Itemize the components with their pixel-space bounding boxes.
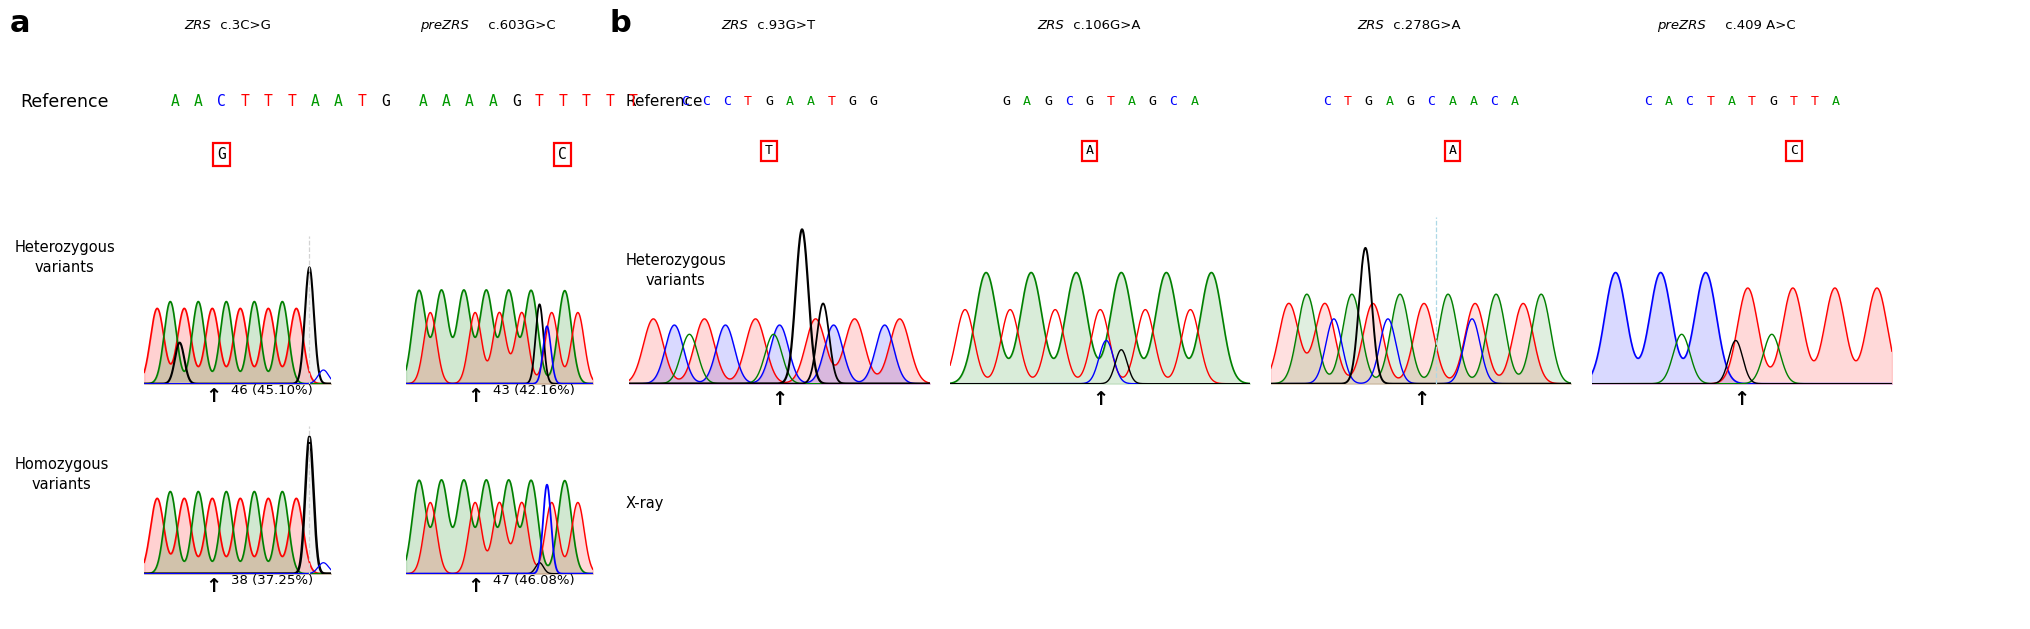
Text: G: G xyxy=(1003,96,1011,108)
Text: c.93G>T: c.93G>T xyxy=(753,19,816,32)
Text: G: G xyxy=(217,147,225,162)
Text: G: G xyxy=(849,96,857,108)
Text: Heterozygous
variants: Heterozygous variants xyxy=(14,240,116,276)
Text: G: G xyxy=(869,96,877,108)
Text: ↑: ↑ xyxy=(1092,390,1108,409)
Text: A: A xyxy=(806,96,814,108)
Text: A: A xyxy=(1386,96,1395,108)
Text: A: A xyxy=(1447,145,1456,157)
Text: b: b xyxy=(609,9,631,38)
Text: G: G xyxy=(1407,96,1415,108)
Text: ZRS: ZRS xyxy=(1358,19,1384,32)
Text: T: T xyxy=(1811,96,1819,108)
Text: A: A xyxy=(1447,96,1456,108)
Text: ↑: ↑ xyxy=(771,390,788,409)
Text: Homozygous
variants: Homozygous variants xyxy=(14,457,108,493)
Text: T: T xyxy=(1790,96,1799,108)
Text: T: T xyxy=(264,94,272,109)
Text: G: G xyxy=(512,94,520,109)
Text: C: C xyxy=(1066,96,1074,108)
Text: 38 (37.25%): 38 (37.25%) xyxy=(231,574,313,587)
Text: T: T xyxy=(583,94,591,109)
Text: ↑: ↑ xyxy=(467,577,483,596)
Text: C: C xyxy=(1490,96,1498,108)
Text: T: T xyxy=(745,96,753,108)
Text: T: T xyxy=(629,94,637,109)
Text: T: T xyxy=(536,94,544,109)
Text: C: C xyxy=(558,147,566,162)
Text: C: C xyxy=(702,96,710,108)
Text: C: C xyxy=(1790,145,1799,157)
Text: ZRS: ZRS xyxy=(721,19,749,32)
Text: T: T xyxy=(828,96,836,108)
Text: C: C xyxy=(1427,96,1435,108)
Text: T: T xyxy=(1748,96,1756,108)
Text: G: G xyxy=(1043,96,1052,108)
Text: C: C xyxy=(1169,96,1177,108)
Text: A: A xyxy=(1831,96,1839,108)
Text: A: A xyxy=(1665,96,1673,108)
Text: preZRS: preZRS xyxy=(1656,19,1705,32)
Text: 43 (42.16%): 43 (42.16%) xyxy=(493,384,574,397)
Text: ↑: ↑ xyxy=(205,387,221,406)
Text: A: A xyxy=(1470,96,1478,108)
Text: A: A xyxy=(786,96,794,108)
Text: C: C xyxy=(723,96,731,108)
Text: C: C xyxy=(217,94,225,109)
Text: G: G xyxy=(1364,96,1372,108)
Text: c.106G>A: c.106G>A xyxy=(1068,19,1141,32)
Text: A: A xyxy=(443,94,451,109)
Text: a: a xyxy=(10,9,30,38)
Text: T: T xyxy=(357,94,365,109)
Text: c.409 A>C: c.409 A>C xyxy=(1721,19,1795,32)
Text: Reference: Reference xyxy=(20,93,110,111)
Text: A: A xyxy=(171,94,179,109)
Text: T: T xyxy=(288,94,296,109)
Text: C: C xyxy=(682,96,690,108)
Text: A: A xyxy=(1728,96,1736,108)
Text: ↑: ↑ xyxy=(1413,390,1429,409)
Text: T: T xyxy=(605,94,613,109)
Text: ↑: ↑ xyxy=(205,577,221,596)
Text: A: A xyxy=(465,94,473,109)
Text: G: G xyxy=(1086,96,1094,108)
Text: A: A xyxy=(1023,96,1031,108)
Text: 46 (45.10%): 46 (45.10%) xyxy=(231,384,313,397)
Text: 47 (46.08%): 47 (46.08%) xyxy=(493,574,574,587)
Text: Heterozygous
variants: Heterozygous variants xyxy=(625,253,727,288)
Text: c.278G>A: c.278G>A xyxy=(1389,19,1462,32)
Text: A: A xyxy=(418,94,426,109)
Text: X-ray: X-ray xyxy=(625,496,664,511)
Text: T: T xyxy=(558,94,566,109)
Text: C: C xyxy=(1324,96,1332,108)
Text: T: T xyxy=(1106,96,1114,108)
Text: T: T xyxy=(1344,96,1352,108)
Text: A: A xyxy=(1190,96,1198,108)
Text: G: G xyxy=(382,94,390,109)
Text: ZRS: ZRS xyxy=(185,19,211,32)
Text: preZRS: preZRS xyxy=(420,19,469,32)
Text: C: C xyxy=(1644,96,1652,108)
Text: ZRS: ZRS xyxy=(1037,19,1064,32)
Text: ↑: ↑ xyxy=(1734,390,1750,409)
Text: A: A xyxy=(489,94,497,109)
Text: Reference: Reference xyxy=(625,94,702,109)
Text: A: A xyxy=(1086,145,1094,157)
Text: ↑: ↑ xyxy=(467,387,483,406)
Text: G: G xyxy=(1149,96,1157,108)
Text: A: A xyxy=(1510,96,1518,108)
Text: G: G xyxy=(1768,96,1776,108)
Text: G: G xyxy=(765,96,773,108)
Text: C: C xyxy=(1685,96,1693,108)
Text: c.3C>G: c.3C>G xyxy=(217,19,272,32)
Text: T: T xyxy=(1707,96,1715,108)
Text: T: T xyxy=(765,145,773,157)
Text: c.603G>C: c.603G>C xyxy=(483,19,554,32)
Text: T: T xyxy=(242,94,250,109)
Text: A: A xyxy=(311,94,319,109)
Text: A: A xyxy=(1127,96,1135,108)
Text: A: A xyxy=(195,94,203,109)
Text: A: A xyxy=(335,94,343,109)
